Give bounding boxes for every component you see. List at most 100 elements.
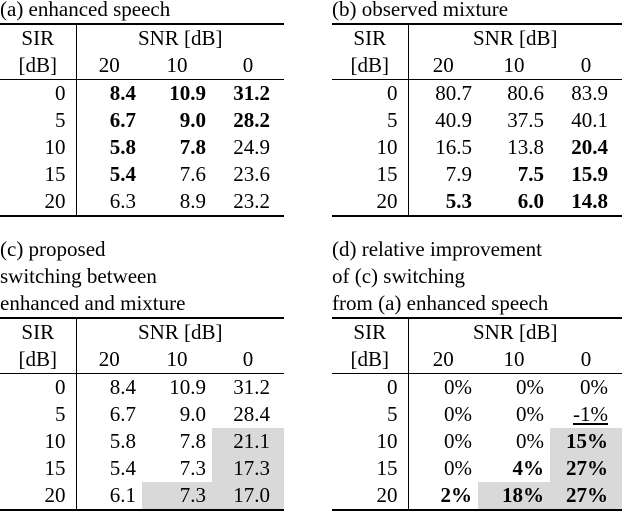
sir-header: SIR [0, 23, 77, 52]
cell-value: 0% [444, 375, 472, 399]
table-cell: 6.3 [76, 188, 142, 217]
sir-header: SIR [332, 317, 409, 346]
table-row: 5 6.7 9.0 28.2 [0, 107, 284, 134]
header-row: SIR SNR [dB] [332, 317, 623, 346]
header-row: [dB] 20 10 0 [332, 346, 622, 374]
cell-value: 31.2 [233, 375, 271, 399]
sir-unit: [dB] [332, 52, 409, 80]
cell-value: 27% [566, 456, 609, 480]
cell-value: 40.1 [571, 108, 609, 132]
sir-value: 15 [0, 161, 77, 188]
cell-value: 24.9 [233, 135, 271, 159]
sir-value: 10 [0, 134, 77, 161]
table-cell: 0% [408, 428, 478, 455]
cell-value: 37.5 [507, 108, 544, 132]
sir-unit: [dB] [0, 52, 77, 80]
table-row: 0 8.4 10.9 31.2 [0, 373, 285, 401]
table-cell: 10.9 [142, 79, 212, 107]
header-row: SIR SNR [dB] [0, 23, 285, 52]
snr-value-header: 0 [242, 53, 254, 77]
table-row: 5 0% 0% -1% [332, 401, 622, 428]
cell-value: 7.3 [179, 456, 206, 480]
table-cell: 5.4 [76, 455, 142, 482]
table-cell: 5.8 [76, 134, 142, 161]
sir-value: 20 [0, 482, 77, 511]
table-cell: 0% [478, 401, 550, 428]
sir-value: 15 [332, 161, 409, 188]
panel-a: (a) enhanced speech SIR SNR [dB] [dB] 20 10 0… [0, 0, 285, 217]
table-row: 10 5.8 7.8 21.1 [0, 428, 285, 455]
cell-value: 14.8 [571, 189, 609, 213]
cell-value: 21.1 [233, 429, 271, 453]
table-cell: 17.0 [212, 482, 285, 511]
header-row: SIR SNR [dB] [0, 317, 285, 346]
cell-value: 9.0 [179, 108, 206, 132]
cell-value: 0% [444, 456, 472, 480]
sir-value: 15 [0, 455, 77, 482]
table-row: 15 5.4 7.3 17.3 [0, 455, 285, 482]
panel-c-table: SIR SNR [dB] [dB] 20 10 0 0 8.4 10.9 31.2 5 6.7 9.0 2… [0, 317, 285, 511]
table-cell: 24.9 [212, 134, 284, 161]
cell-value: 23.2 [233, 189, 271, 213]
cell-value: 27% [566, 483, 609, 507]
sir-value: 0 [0, 79, 77, 107]
cell-value: 0% [516, 375, 544, 399]
table-cell: 5.8 [76, 428, 142, 455]
cell-value: 7.6 [179, 162, 206, 186]
snr-header: SNR [dB] [76, 23, 285, 52]
cell-value: 5.4 [109, 456, 136, 480]
table-cell: 17.3 [212, 455, 285, 482]
table-cell: 6.0 [478, 188, 550, 217]
table-cell: 4% [478, 455, 550, 482]
table-cell: 8.9 [142, 188, 212, 217]
table-row: 15 0% 4% 27% [332, 455, 623, 482]
table-cell: 28.2 [212, 107, 284, 134]
caption-line: (a) enhanced speech [0, 0, 171, 21]
snr-value-header: 10 [166, 53, 188, 77]
snr-header: SNR [dB] [76, 317, 285, 346]
cell-value: 8.4 [109, 375, 136, 399]
table-cell: 37.5 [478, 107, 550, 134]
panel-d-caption: (d) relative improvement of (c) switchin… [332, 236, 622, 317]
cell-value: 10.9 [169, 81, 206, 105]
snr-value-header: 0 [242, 347, 254, 371]
table-cell: 7.6 [142, 161, 212, 188]
sir-value: 5 [0, 401, 77, 428]
table-cell: 80.7 [408, 79, 478, 107]
table-row: 10 0% 0% 15% [332, 428, 623, 455]
table-cell: 20.4 [550, 134, 622, 161]
table-row: 0 80.7 80.6 83.9 [332, 79, 623, 107]
table-cell: 13.8 [478, 134, 550, 161]
table-row: 20 6.1 7.3 17.0 [0, 482, 285, 511]
cell-value: 40.9 [435, 108, 472, 132]
cell-value: 13.8 [507, 135, 544, 159]
cell-value: 7.8 [179, 429, 206, 453]
table-cell: 16.5 [408, 134, 478, 161]
cell-value: 16.5 [435, 135, 472, 159]
cell-value: 15% [566, 429, 609, 453]
table-cell: 0% [478, 428, 550, 455]
cell-value: -1% [573, 402, 609, 426]
table-cell: 28.4 [212, 401, 284, 428]
header-row: [dB] 20 10 0 [0, 52, 284, 80]
cell-value: 6.3 [109, 189, 136, 213]
panel-b-caption: (b) observed mixture [332, 0, 622, 23]
sir-value: 20 [332, 188, 409, 217]
cell-value: 80.6 [507, 81, 544, 105]
table-cell: 7.9 [408, 161, 478, 188]
table-row: 5 6.7 9.0 28.4 [0, 401, 284, 428]
snr-value-header: 20 [98, 347, 120, 371]
table-cell: 7.8 [142, 134, 212, 161]
cell-value: 6.7 [109, 402, 136, 426]
table-cell: 23.2 [212, 188, 285, 217]
caption-line: (b) observed mixture [332, 0, 509, 21]
table-cell: 6.7 [76, 107, 142, 134]
table-cell: 6.7 [76, 401, 142, 428]
sir-value: 0 [0, 373, 77, 401]
cell-value: 28.2 [233, 108, 271, 132]
caption-line: (d) relative improvement [332, 237, 542, 261]
snr-value-header: 10 [503, 347, 525, 371]
table-row: 0 8.4 10.9 31.2 [0, 79, 285, 107]
cell-value: 2% [440, 483, 473, 507]
table-cell: 9.0 [142, 401, 212, 428]
